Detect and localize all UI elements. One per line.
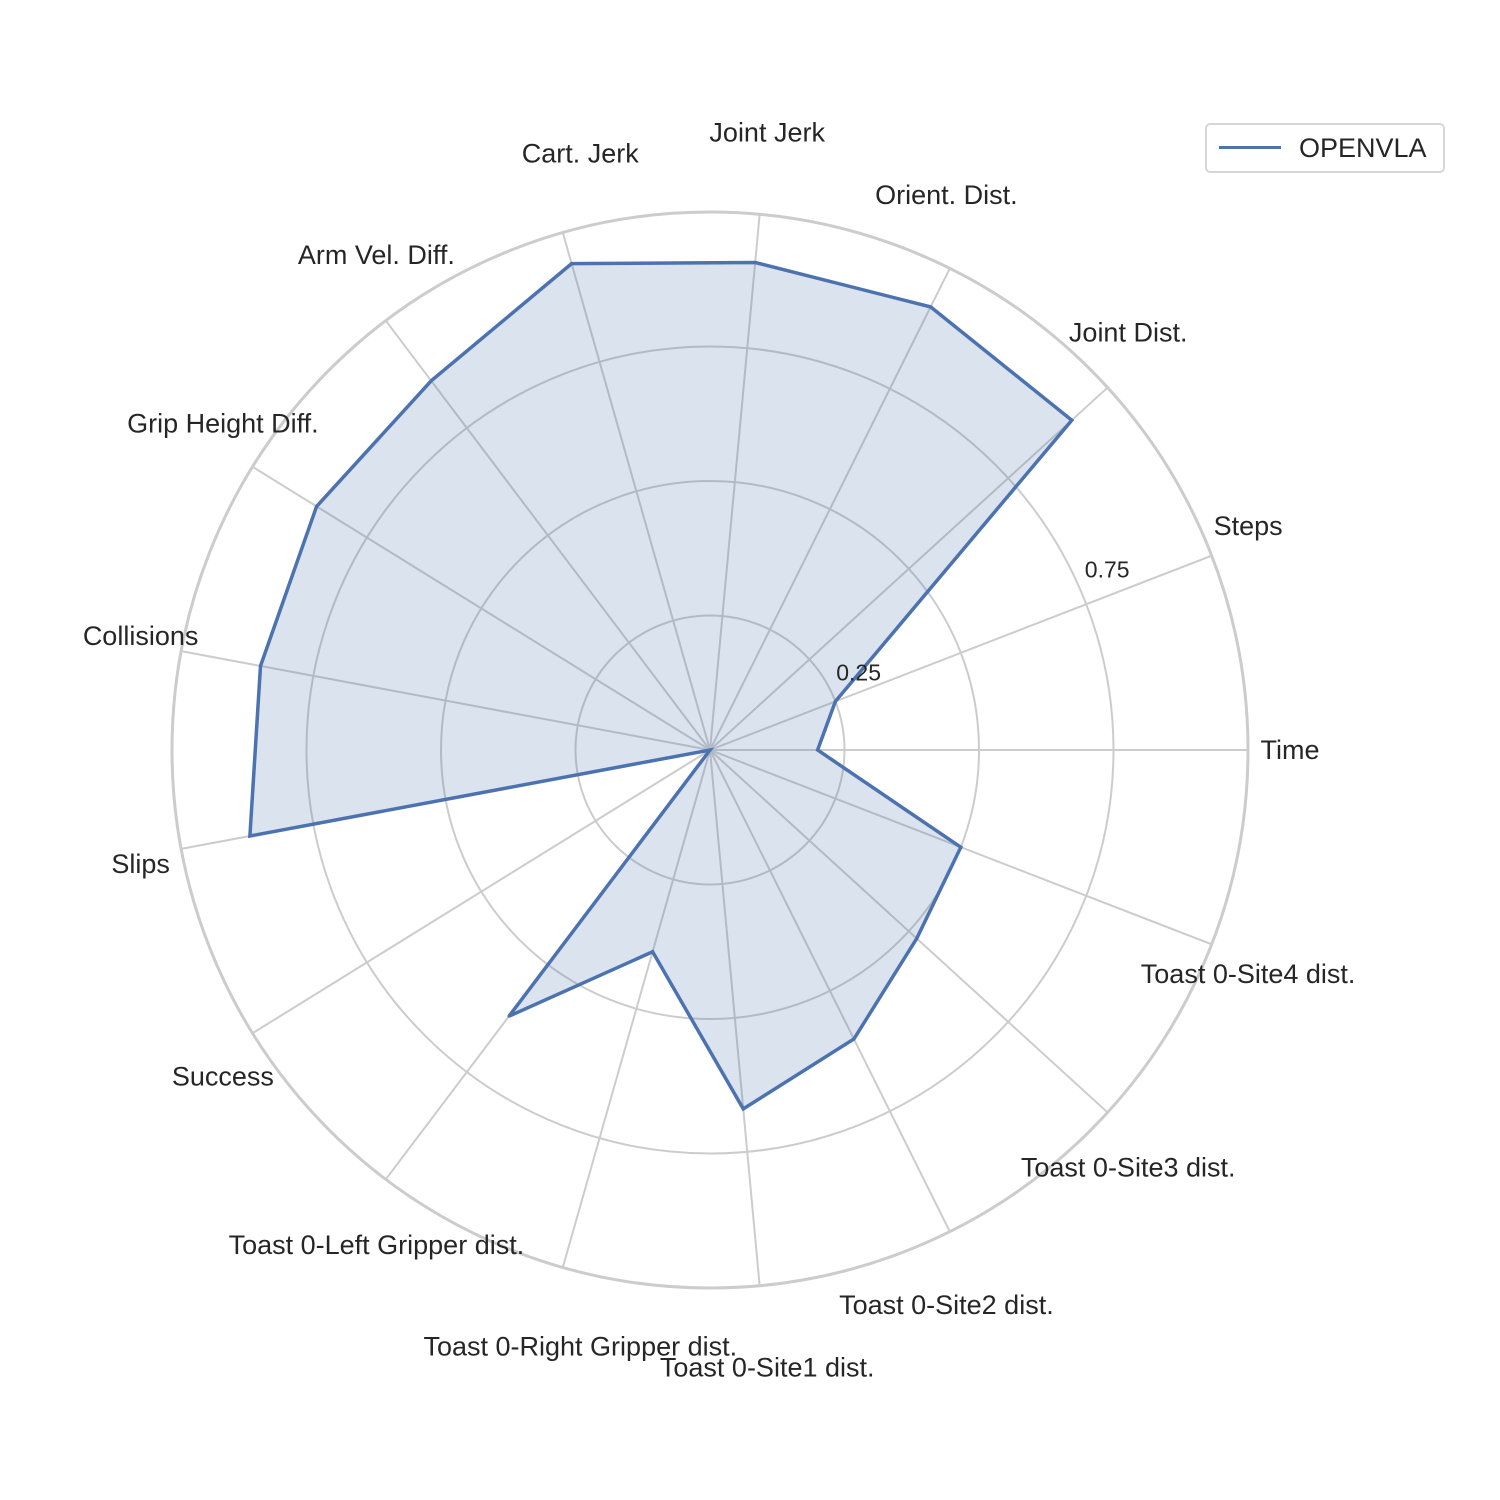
spoke-line — [709, 554, 1213, 751]
data-point — [852, 1037, 856, 1041]
axis-label: Slips — [111, 849, 170, 879]
axis-label: Grip Height Diff. — [127, 409, 319, 439]
legend: OPENVLA — [1205, 123, 1445, 173]
legend-line-openvla — [1219, 146, 1281, 149]
data-point — [507, 1014, 511, 1018]
data-point — [816, 748, 820, 752]
spoke-line — [709, 749, 761, 1286]
data-point — [429, 379, 433, 383]
series-line — [248, 260, 1075, 1112]
axis-label: Arm Vel. Diff. — [298, 240, 455, 270]
data-point — [1070, 418, 1074, 422]
axis-label: Collisions — [83, 621, 199, 651]
radial-tick-labels: 0.25 0.75 — [836, 557, 1129, 686]
series-fill — [249, 262, 1072, 1109]
data-point — [833, 699, 837, 703]
axis-label: Orient. Dist. — [875, 180, 1018, 210]
axis-label: Joint Jerk — [709, 118, 825, 148]
radial-tick-label: 0.75 — [1085, 557, 1130, 583]
data-point — [315, 504, 319, 508]
spoke-line — [709, 386, 1109, 751]
data-point — [753, 261, 757, 265]
spoke-line — [709, 749, 1109, 1114]
axis-label: Time — [1261, 735, 1320, 765]
spoke-line — [709, 267, 951, 751]
data-point — [915, 936, 919, 940]
series-layer — [248, 260, 1075, 1112]
axis-label: Cart. Jerk — [522, 139, 640, 169]
data-point — [929, 305, 933, 309]
data-point — [248, 834, 252, 838]
data-point — [708, 748, 712, 752]
spoke-line — [561, 749, 711, 1268]
spoke-line — [252, 465, 711, 751]
axis-label: Joint Dist. — [1069, 317, 1188, 347]
legend-label-openvla: OPENVLA — [1299, 133, 1427, 163]
data-point — [258, 664, 262, 668]
spoke-line — [384, 320, 711, 751]
axis-label: Success — [172, 1061, 274, 1091]
data-point — [959, 845, 963, 849]
data-point — [741, 1107, 745, 1111]
axis-label: Toast 0-Site4 dist. — [1141, 959, 1356, 989]
radial-tick-label: 0.25 — [836, 660, 881, 686]
data-point — [651, 950, 655, 954]
spoke-line — [561, 232, 711, 751]
axis-labels: Time Steps Joint Dist. Orient. Dist. Joint J… — [83, 118, 1356, 1383]
axis-label: Steps — [1214, 511, 1283, 541]
spoke-line — [709, 749, 951, 1233]
data-point — [570, 262, 574, 266]
axis-label: Toast 0-Site2 dist. — [839, 1290, 1054, 1320]
axis-label: Toast 0-Right Gripper dist. — [423, 1331, 737, 1361]
axis-label: Toast 0-Site3 dist. — [1021, 1153, 1236, 1183]
spoke-line — [709, 214, 761, 751]
axis-label: Toast 0-Left Gripper dist. — [229, 1230, 525, 1260]
spoke-line — [252, 749, 711, 1035]
axis-label: Toast 0-Site1 dist. — [660, 1352, 875, 1382]
spoke-line — [180, 650, 711, 751]
